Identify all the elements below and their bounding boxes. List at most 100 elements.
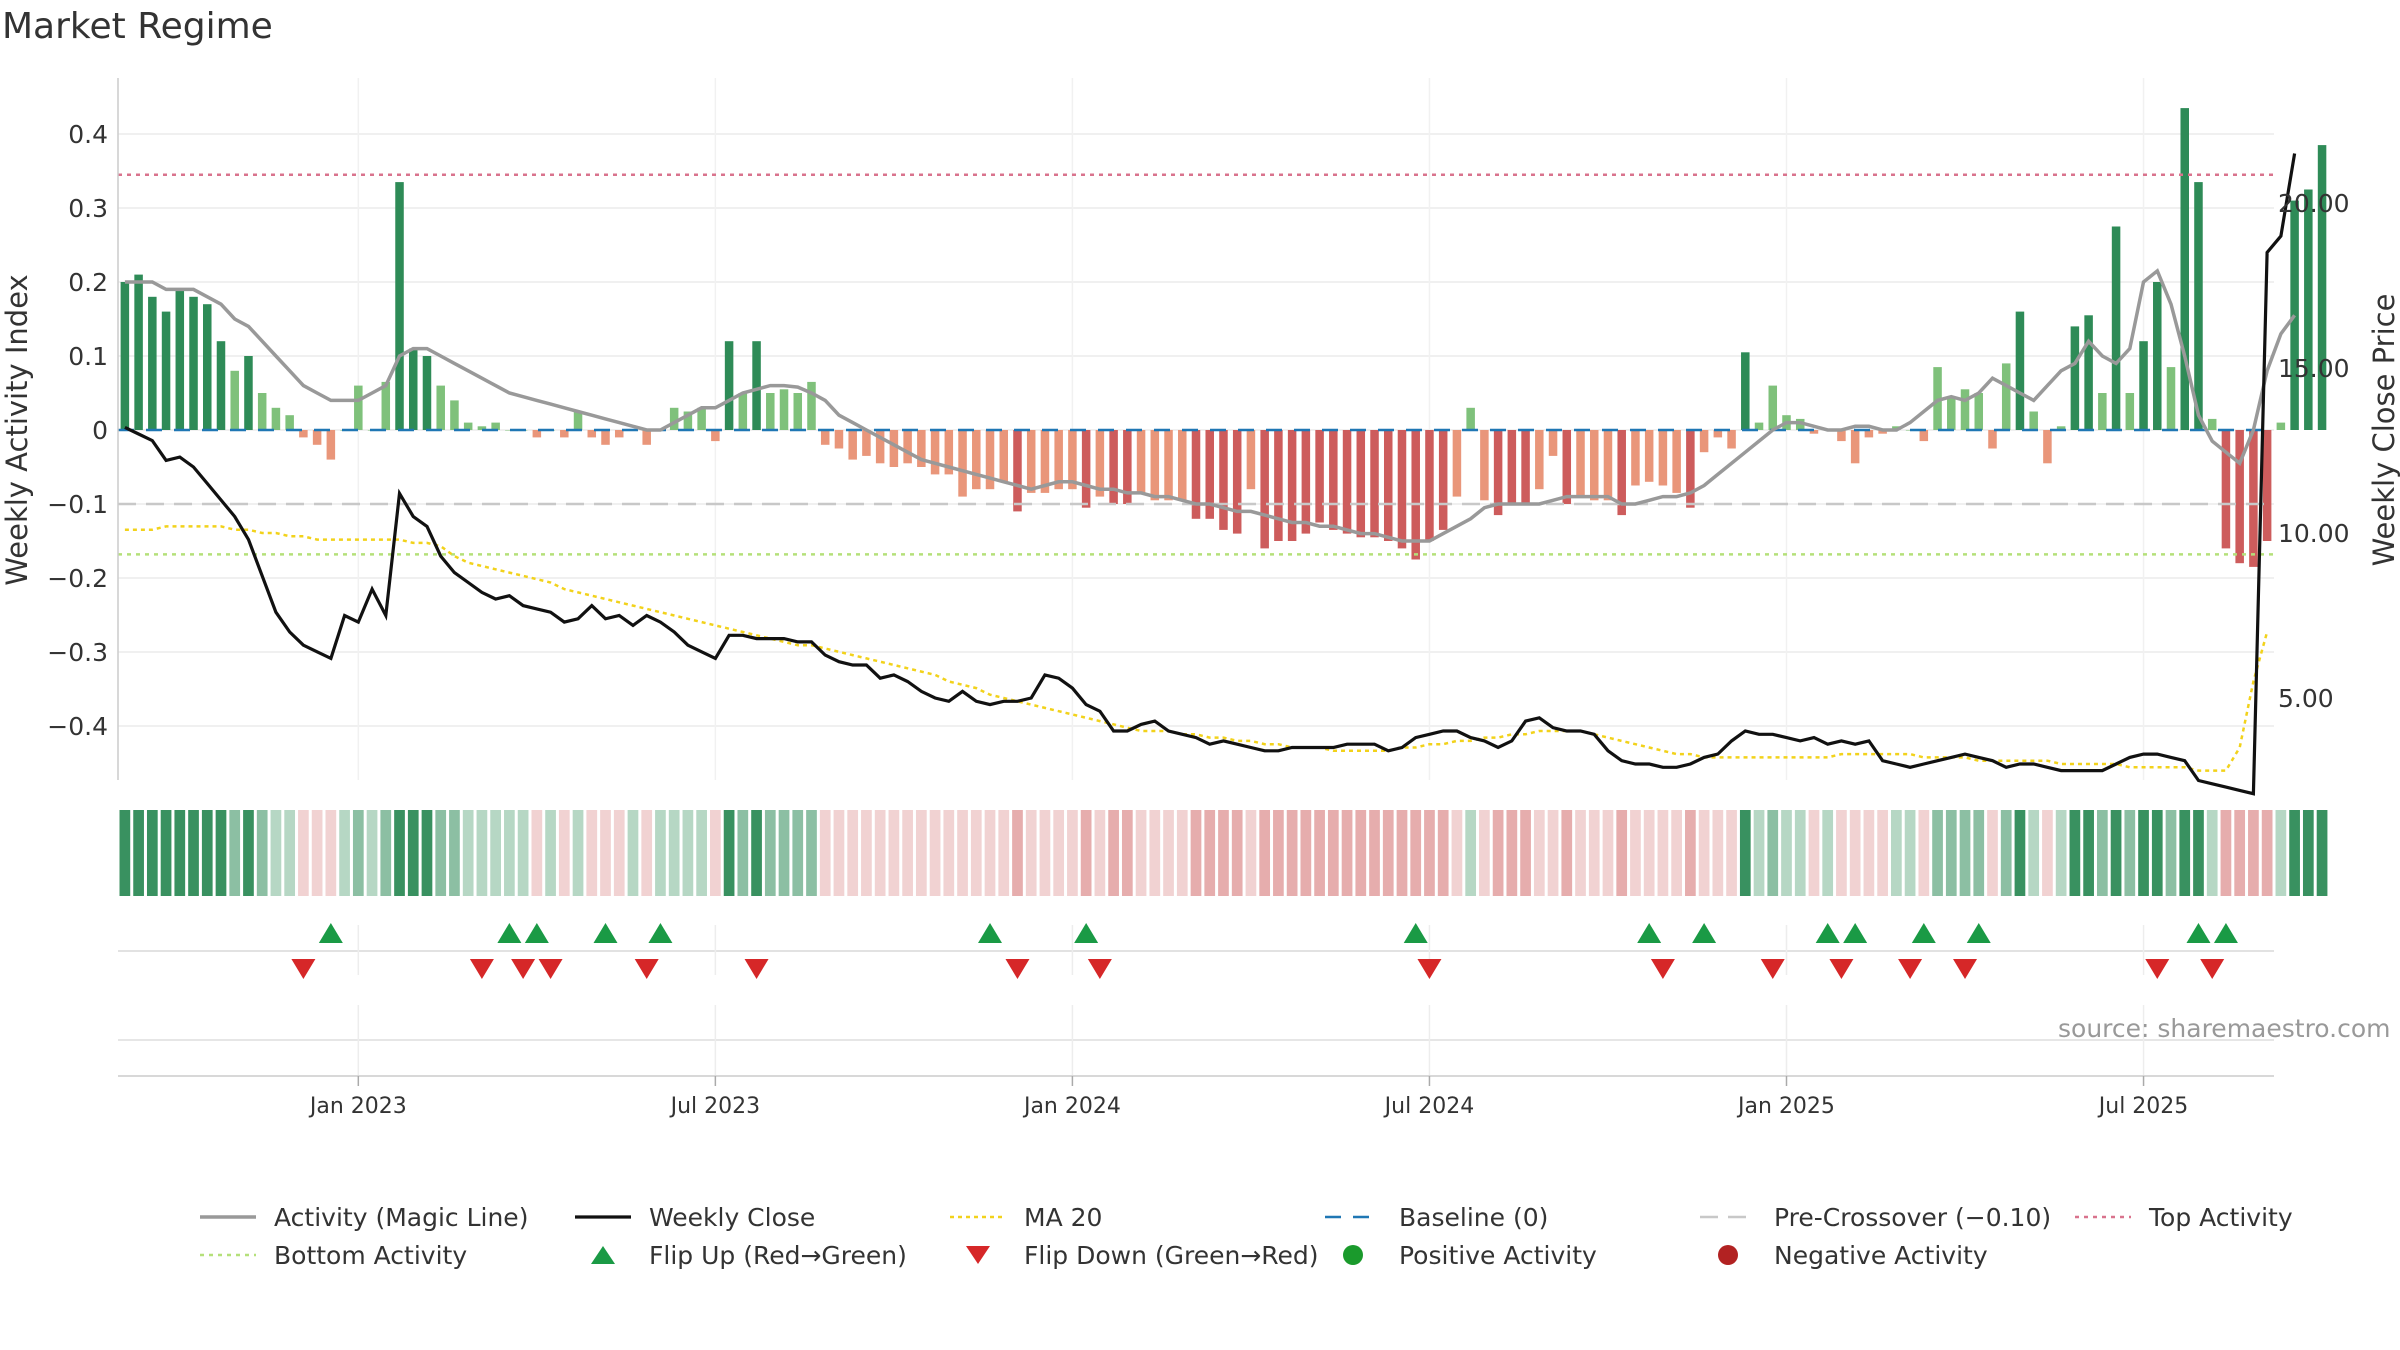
activity-bar bbox=[1576, 430, 1585, 497]
flip-down-marker bbox=[291, 959, 316, 979]
activity-bar bbox=[2262, 430, 2272, 541]
regime-strip-cell bbox=[600, 810, 611, 896]
regime-strip-cell bbox=[201, 810, 213, 896]
regime-strip-cell bbox=[517, 810, 529, 896]
regime-strip-cell bbox=[476, 810, 488, 896]
activity-bar bbox=[1301, 430, 1311, 534]
activity-bar bbox=[1095, 430, 1105, 497]
activity-bar bbox=[2125, 393, 2135, 430]
regime-strip-cell bbox=[915, 810, 927, 896]
activity-bar bbox=[408, 348, 418, 430]
regime-strip-cell bbox=[2193, 810, 2204, 896]
activity-bar bbox=[271, 407, 281, 430]
regime-strip-cell bbox=[1863, 810, 1875, 896]
regime-strip-cell bbox=[2151, 810, 2163, 896]
legend-item: Positive Activity bbox=[1325, 1238, 1597, 1272]
flip-down-marker bbox=[744, 959, 769, 979]
activity-bar bbox=[2098, 393, 2107, 430]
regime-strip-cell bbox=[806, 810, 817, 896]
activity-bar bbox=[820, 430, 830, 445]
activity-bar bbox=[573, 411, 583, 430]
regime-strip-cell bbox=[572, 810, 584, 896]
regime-strip-cell bbox=[462, 810, 474, 896]
activity-bar bbox=[505, 430, 514, 431]
y2-tick-label: 10.00 bbox=[2278, 519, 2350, 548]
y-tick-label: 0.3 bbox=[68, 194, 108, 223]
regime-strip-cell bbox=[1135, 810, 1147, 896]
y-tick-label: 0.2 bbox=[68, 268, 108, 297]
regime-strip-cell bbox=[339, 810, 350, 896]
flip-down-marker bbox=[538, 959, 563, 979]
activity-bar bbox=[1109, 430, 1118, 504]
activity-bar bbox=[1548, 430, 1558, 456]
activity-bar bbox=[1768, 385, 1778, 430]
activity-bar bbox=[1329, 430, 1338, 530]
activity-bar bbox=[1493, 430, 1503, 516]
regime-strip-cell bbox=[2248, 810, 2259, 896]
yellow-dotted-line-icon bbox=[950, 1215, 1006, 1219]
regime-strip-cell bbox=[1451, 810, 1463, 896]
regime-strip-cell bbox=[270, 810, 282, 896]
activity-bar bbox=[1068, 430, 1077, 490]
green-triangle-up-icon bbox=[591, 1246, 615, 1264]
series-lines bbox=[124, 153, 2297, 796]
activity-bar bbox=[1727, 430, 1736, 449]
regime-strip-cell bbox=[1575, 810, 1586, 896]
regime-strip-cell bbox=[449, 810, 460, 896]
regime-strip-cell bbox=[119, 810, 131, 896]
activity-bar bbox=[381, 381, 391, 430]
flip-up-marker bbox=[1815, 923, 1840, 943]
activity-bar bbox=[1850, 430, 1860, 464]
activity-bar bbox=[1713, 430, 1723, 438]
activity-bar bbox=[1274, 430, 1283, 541]
regime-strip-cell bbox=[2234, 810, 2246, 896]
chart-title: Market Regime bbox=[2, 6, 273, 47]
regime-strip-cell bbox=[1506, 810, 1518, 896]
activity-bar bbox=[1741, 352, 1750, 430]
regime-strip-cell bbox=[1204, 810, 1216, 896]
activity-bar bbox=[2056, 426, 2066, 430]
y-tick-label: −0.1 bbox=[47, 490, 108, 519]
activity-bar bbox=[1988, 430, 1997, 449]
legend-label: Top Activity bbox=[2149, 1202, 2293, 1232]
activity-bar bbox=[738, 393, 748, 430]
activity-bar bbox=[889, 430, 899, 467]
regime-strip-cell bbox=[2302, 810, 2314, 896]
activity-bar bbox=[175, 289, 185, 430]
flip-down-marker bbox=[1417, 959, 1442, 979]
flip-up-marker bbox=[2213, 923, 2238, 943]
legend-item: Baseline (0) bbox=[1325, 1200, 1548, 1234]
legend-label: Flip Up (Red→Green) bbox=[649, 1240, 907, 1270]
y-tick-label: 0 bbox=[92, 416, 108, 445]
activity-bar bbox=[285, 415, 294, 430]
activity-bar bbox=[2029, 411, 2038, 430]
regime-strip-cell bbox=[792, 810, 804, 896]
regime-strip-cell bbox=[2261, 810, 2273, 896]
y-tick-label: −0.3 bbox=[47, 638, 108, 667]
activity-bar bbox=[1397, 430, 1407, 549]
flip-up-marker bbox=[1843, 923, 1868, 943]
flip-up-marker bbox=[524, 923, 549, 943]
black-line-icon bbox=[575, 1215, 631, 1219]
flip-down-marker bbox=[2200, 959, 2225, 979]
activity-bar bbox=[1589, 430, 1599, 501]
flip-up-marker bbox=[648, 923, 673, 943]
regime-strip-cell bbox=[1945, 810, 1957, 896]
regime-strip-cell bbox=[1643, 810, 1655, 896]
activity-bar bbox=[1947, 396, 1956, 430]
flip-down-marker bbox=[1953, 959, 1978, 979]
legend-item: Flip Up (Red→Green) bbox=[575, 1238, 907, 1272]
activity-bar bbox=[299, 430, 308, 438]
activity-bar bbox=[2276, 422, 2286, 430]
legend-label: Pre-Crossover (−0.10) bbox=[1774, 1202, 2052, 1232]
activity-bar bbox=[1672, 430, 1681, 493]
flip-down-marker bbox=[469, 959, 494, 979]
activity-bar bbox=[1191, 430, 1201, 519]
activity-bar bbox=[917, 430, 926, 467]
activity-bar bbox=[395, 182, 404, 430]
regime-strip-cell bbox=[2206, 810, 2218, 896]
regime-strip-cell bbox=[407, 810, 419, 896]
regime-strip-cell bbox=[1973, 810, 1985, 896]
regime-strip-cell bbox=[2028, 810, 2040, 896]
regime-strip-cell bbox=[1904, 810, 1916, 896]
